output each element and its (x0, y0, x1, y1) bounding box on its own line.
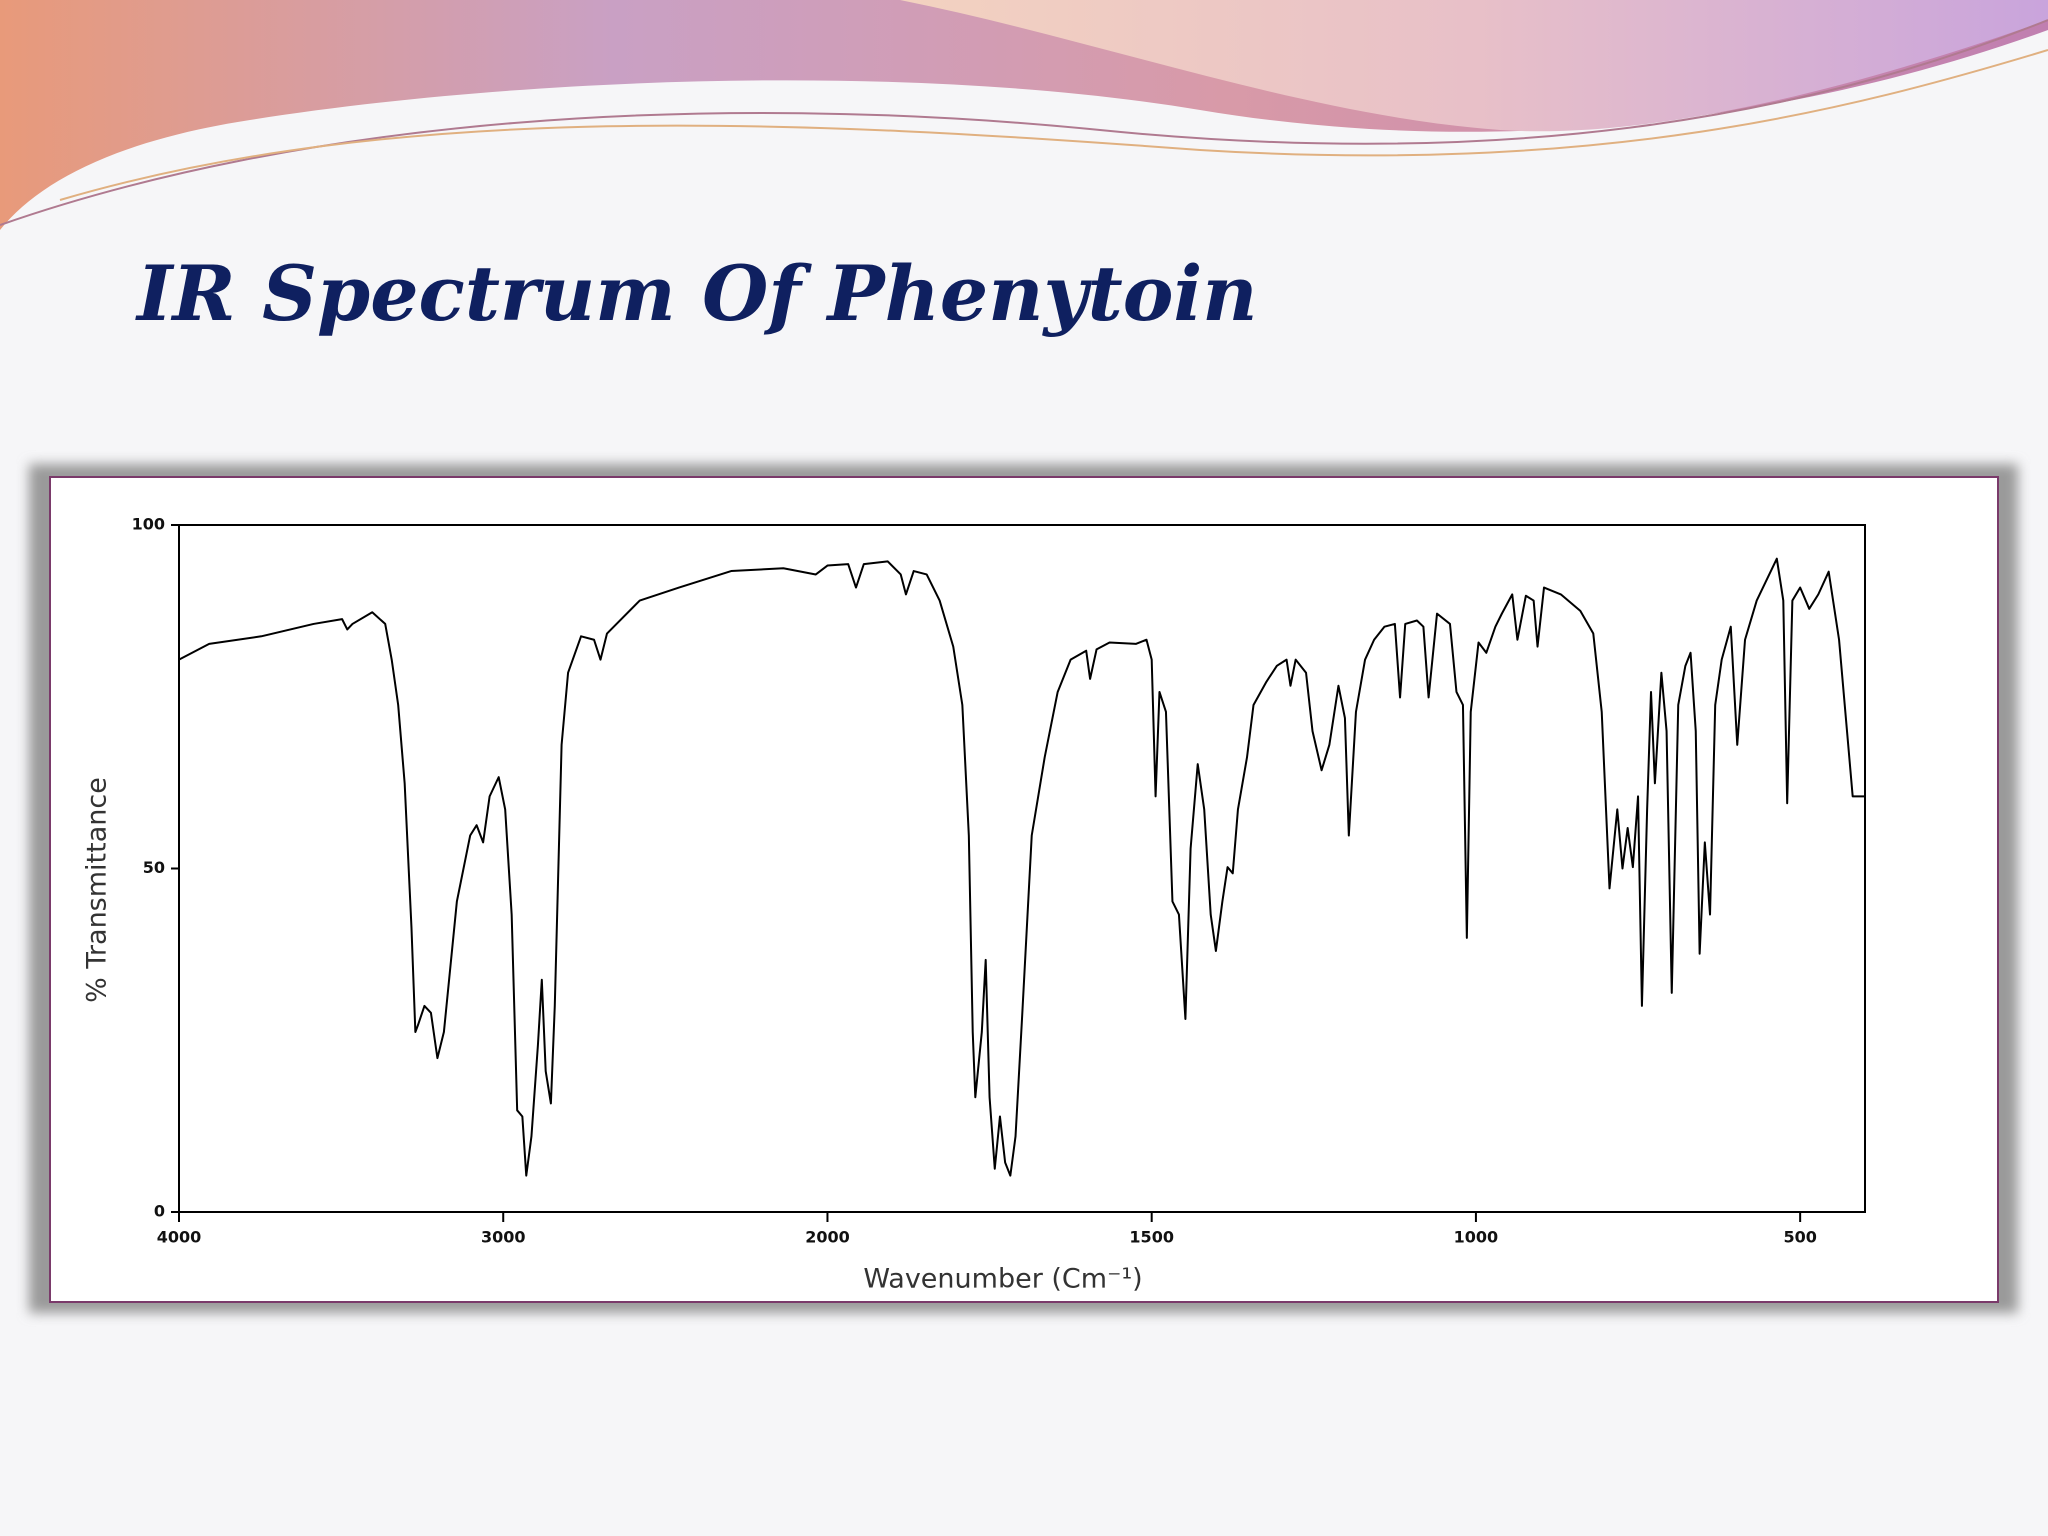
x-tick-label: 1000 (1454, 1228, 1499, 1247)
x-tick-label: 2000 (805, 1228, 850, 1247)
y-tick-label: 0 (154, 1202, 165, 1221)
slide-title: IR Spectrum Of Phenytoin (135, 249, 1258, 338)
panel (49, 476, 1999, 1303)
header-decoration (0, 0, 2048, 230)
y-tick-label: 100 (132, 515, 165, 534)
x-tick-label: 1500 (1129, 1228, 1174, 1247)
x-tick-label: 3000 (481, 1228, 526, 1247)
y-tick-label: 50 (143, 858, 165, 877)
y-axis-label: % Transmittance (82, 777, 113, 1003)
x-tick-label: 500 (1783, 1228, 1816, 1247)
spectrum-line (178, 557, 1865, 1177)
x-axis-label: Wavenumber (Cm⁻¹) (863, 1264, 1142, 1295)
x-tick-label: 4000 (157, 1228, 202, 1247)
